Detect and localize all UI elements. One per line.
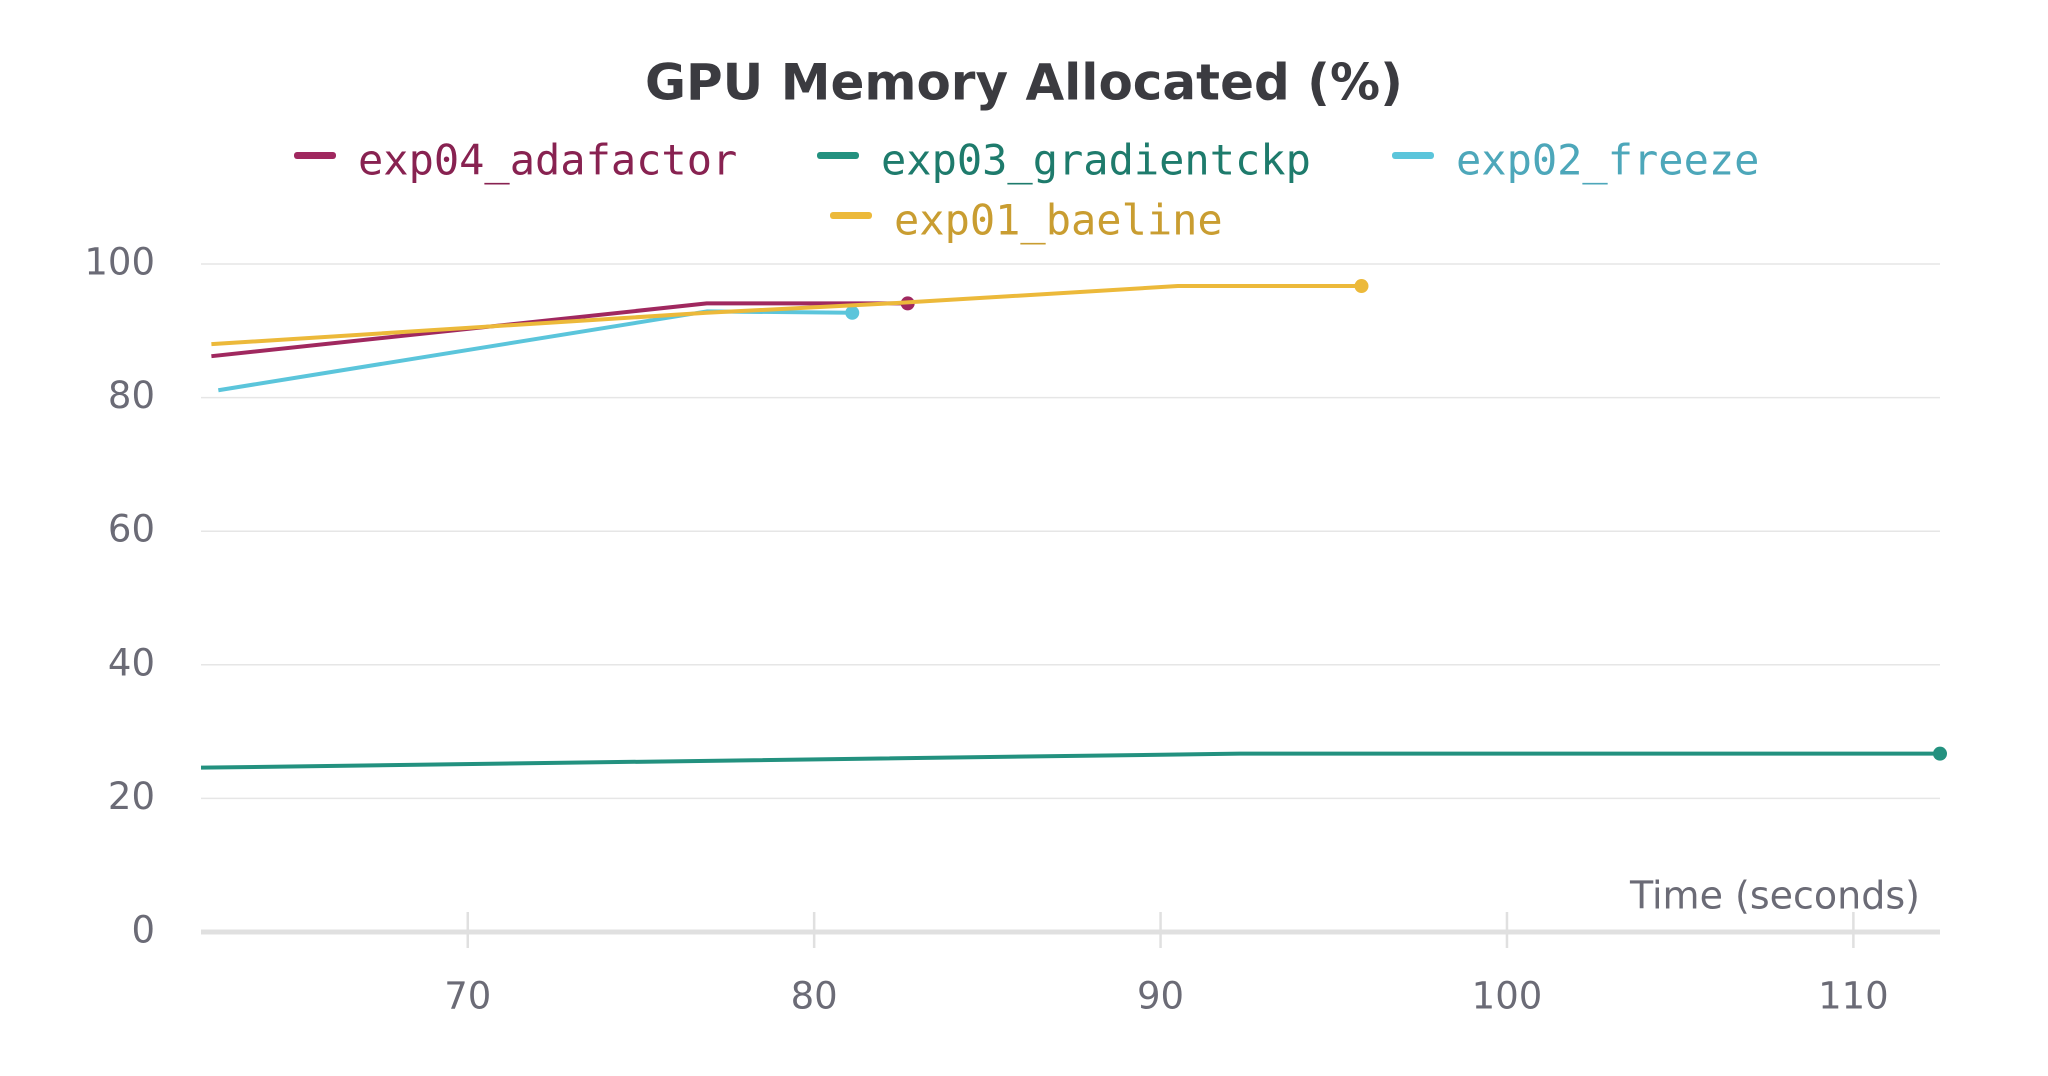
x-axis-label: Time (seconds) [1629,874,1920,918]
end-marker [845,305,860,320]
legend-swatch [1392,152,1434,159]
x-tick-label: 90 [1137,975,1184,1018]
legend-swatch [817,152,859,159]
end-marker [1933,746,1947,761]
legend-label: exp01_baeline [894,196,1223,245]
legend-label: exp03_gradientckp [881,136,1311,185]
y-tick-label: 20 [108,775,155,818]
y-tick-label: 80 [108,374,155,417]
x-tick-label: 70 [444,975,491,1018]
y-tick-label: 100 [84,241,155,284]
end-marker [1354,279,1369,294]
series-line [211,301,908,359]
series-line [211,284,1362,347]
chart-title: GPU Memory Allocated (%) [645,54,1403,112]
y-tick-label: 60 [108,508,155,551]
legend-swatch [830,212,872,219]
y-tick-label: 0 [131,909,155,952]
series-line [200,751,1940,770]
legend-label: exp04_adafactor [358,136,737,185]
x-tick-label: 80 [791,975,838,1018]
legend-swatch [294,152,336,159]
y-tick-label: 40 [108,641,155,684]
x-tick-label: 110 [1818,975,1889,1018]
legend-label: exp02_freeze [1456,136,1759,185]
x-tick-label: 100 [1472,975,1543,1018]
